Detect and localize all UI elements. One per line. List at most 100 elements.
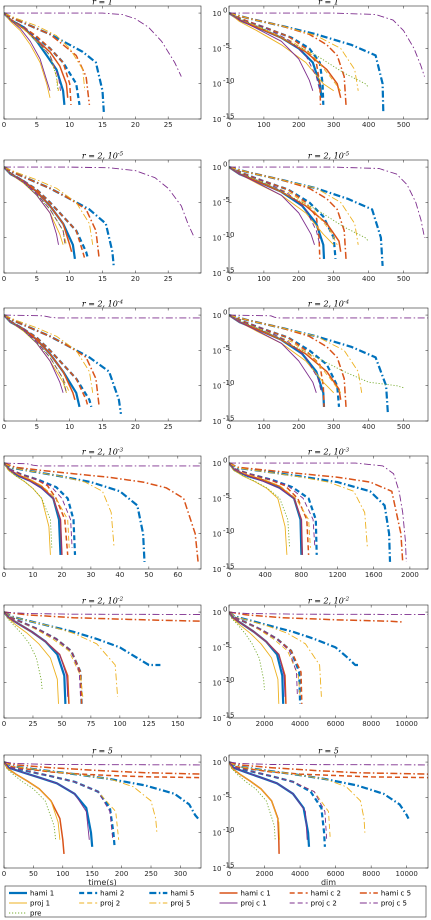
series-line-hami-2 xyxy=(4,166,90,260)
series-line-hami-1 xyxy=(229,611,285,704)
series-line-hami-c-1 xyxy=(4,462,63,555)
series-group xyxy=(4,314,201,415)
series-line-hami-c-2 xyxy=(4,611,83,704)
series-line-proj-1 xyxy=(229,611,280,704)
y-tick-label: 10 xyxy=(213,680,222,688)
y-tick-exponent: 0 xyxy=(223,309,227,317)
x-tick-label: 400 xyxy=(258,571,271,579)
x-tick-label: 40 xyxy=(115,571,124,579)
x-tick-label: 400 xyxy=(362,121,375,129)
y-tick-label: 10 xyxy=(213,10,222,18)
series-line-proj-c-1 xyxy=(229,611,286,697)
x-tick-label: 100 xyxy=(257,423,270,431)
series-line-hami-c-2 xyxy=(4,166,86,260)
x-tick-label: 8000 xyxy=(362,870,380,878)
x-tick-label: 2000 xyxy=(256,870,274,878)
x-tick-label: 0 xyxy=(227,720,231,728)
x-tick-label: 10 xyxy=(65,275,74,283)
x-tick-label: 300 xyxy=(327,275,340,283)
axes-frame xyxy=(3,307,202,422)
series-line-proj-2 xyxy=(229,761,331,840)
y-tick-exponent: 0 xyxy=(223,606,227,614)
series-line-proj-c-2 xyxy=(229,314,322,393)
series-line-proj-c-1 xyxy=(229,166,315,245)
axes-frame xyxy=(228,754,429,869)
y-tick-exponent: -15 xyxy=(223,862,234,870)
series-line-hami-c-5 xyxy=(4,611,201,622)
axes-frame xyxy=(3,754,202,869)
axes-frame xyxy=(228,5,429,120)
series-line-hami-5 xyxy=(229,166,384,266)
axes-frame xyxy=(3,159,202,274)
y-tick-exponent: -5 xyxy=(223,196,230,204)
y-tick-label: 10 xyxy=(213,566,222,574)
series-line-pre xyxy=(4,12,59,91)
x-tick-label: 5 xyxy=(35,275,39,283)
x-tick-label: 200 xyxy=(292,423,305,431)
x-tick-label: 400 xyxy=(362,423,375,431)
series-line-proj-c-2 xyxy=(4,611,81,697)
x-tick-label: 25 xyxy=(164,423,173,431)
series-group xyxy=(229,462,407,562)
panel-title: r = 2, 10-4 xyxy=(82,300,124,309)
x-tick-label: 4000 xyxy=(291,870,309,878)
series-line-proj-c-2 xyxy=(4,12,61,91)
series-line-hami-c-5 xyxy=(229,462,404,562)
y-tick-exponent: 0 xyxy=(223,457,227,465)
series-line-proj-c-2 xyxy=(4,462,73,548)
series-line-proj-c-1 xyxy=(4,462,63,555)
legend-label: pre xyxy=(30,910,41,918)
series-line-hami-2 xyxy=(229,611,302,704)
y-tick-label: 10 xyxy=(213,418,222,426)
series-line-proj-c-5 xyxy=(229,611,428,615)
panel-title: r = 2, 10-5 xyxy=(308,152,350,161)
x-tick-label: 20 xyxy=(131,275,140,283)
series-line-proj-c-1 xyxy=(229,462,303,555)
series-line-proj-2 xyxy=(229,314,342,394)
series-line-hami-c-2 xyxy=(4,314,89,408)
y-tick-label: 10 xyxy=(213,715,222,723)
legend-label: proj 1 xyxy=(30,900,50,908)
series-line-proj-1 xyxy=(229,166,335,246)
x-tick-label: 0 xyxy=(2,870,6,878)
panel-title: r = 2, 10-3 xyxy=(82,448,124,457)
x-tick-label: 300 xyxy=(327,121,340,129)
x-tick-label: 500 xyxy=(397,275,410,283)
x-tick-label: 0 xyxy=(227,870,231,878)
panel-title: r = 2, 10-4 xyxy=(308,300,350,309)
series-line-proj-5 xyxy=(229,761,366,833)
series-line-proj-1 xyxy=(229,12,334,92)
series-line-pre xyxy=(4,761,57,840)
series-line-pre xyxy=(229,761,276,840)
panel-title: r = 1 xyxy=(318,0,339,7)
legend-box xyxy=(4,885,427,918)
series-line-hami-1 xyxy=(4,166,76,260)
series-group xyxy=(229,12,425,112)
series-line-proj-5 xyxy=(229,611,322,697)
legend-label: proj 2 xyxy=(100,900,120,908)
axes-frame xyxy=(228,307,429,422)
series-group xyxy=(4,611,201,704)
y-tick-exponent: -10 xyxy=(223,826,234,834)
axes-frame xyxy=(228,604,429,719)
panel-left-5: 0 25 50 75 100 125 150 r = 2, 10-2 xyxy=(2,597,202,728)
axes-frame xyxy=(3,604,202,719)
series-line-hami-5 xyxy=(4,611,161,667)
x-tick-label: 10000 xyxy=(396,720,418,728)
series-group xyxy=(4,462,201,562)
series-line-proj-5 xyxy=(229,462,368,548)
x-tick-label: 500 xyxy=(397,423,410,431)
series-group xyxy=(4,761,201,854)
series-line-proj-c-5 xyxy=(229,166,425,238)
x-tick-label: 200 xyxy=(292,275,305,283)
y-tick-exponent: -5 xyxy=(223,791,230,799)
series-line-hami-1 xyxy=(229,314,326,407)
x-tick-label: 25 xyxy=(29,720,38,728)
x-tick-label: 0 xyxy=(2,720,6,728)
series-line-proj-5 xyxy=(4,166,94,245)
x-tick-label: 1600 xyxy=(365,571,383,579)
x-axis-label-dim: dim xyxy=(321,878,336,887)
y-tick-label: 10 xyxy=(213,495,222,503)
